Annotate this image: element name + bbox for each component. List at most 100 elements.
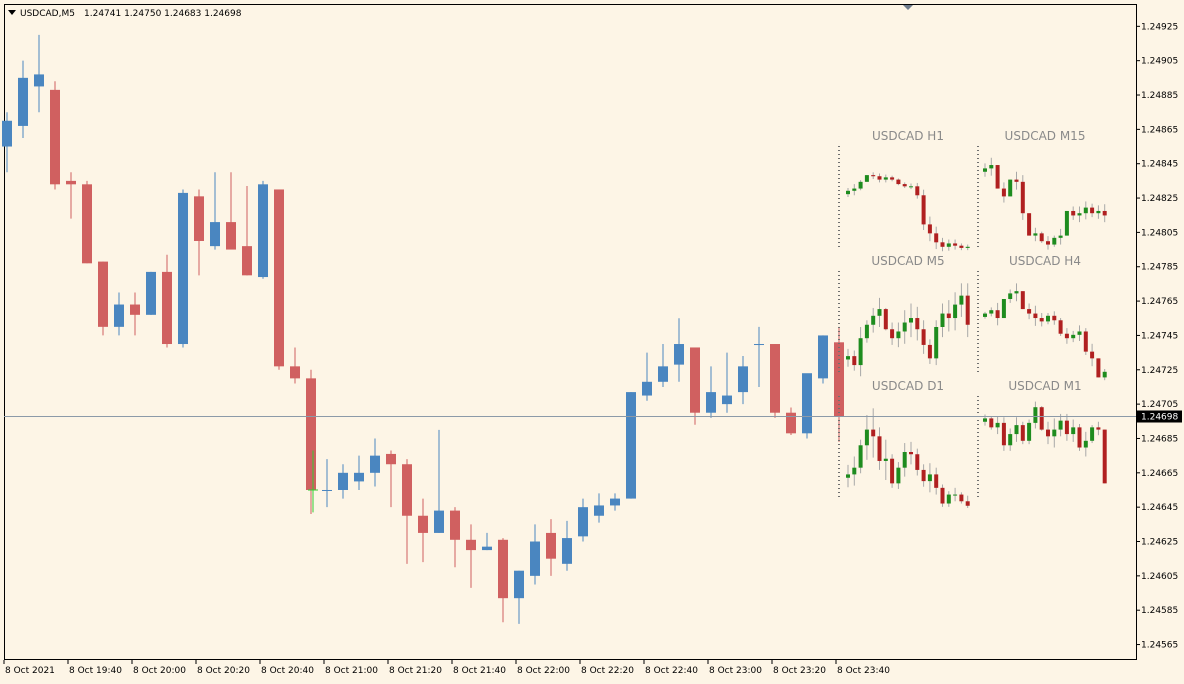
mini-candle [846, 464, 850, 488]
mini-chart: USDCAD M5 [838, 254, 970, 377]
mini-scale-dot [977, 166, 979, 167]
mini-scale-dot [838, 420, 840, 421]
mini-candle [877, 173, 882, 183]
mini-candle [896, 322, 901, 348]
mini-chart: USDCAD H4 [977, 254, 1107, 381]
mini-scale-dot [977, 464, 979, 465]
candle-body [706, 392, 716, 413]
mini-candle [858, 327, 863, 377]
mini-scale-dot [838, 279, 840, 280]
mini-scale-dot [977, 198, 979, 199]
mini-candle-body [852, 356, 857, 366]
mini-scale-dot [977, 190, 979, 191]
candle-body [338, 472, 348, 490]
mini-candle-body [983, 418, 987, 422]
mini-candle [989, 157, 994, 176]
mini-candle [864, 415, 869, 460]
mini-candle-body [1058, 320, 1063, 334]
mini-candle-body [1020, 425, 1025, 441]
mini-candle [1090, 425, 1095, 444]
y-tick-label: 1.24785 [1141, 263, 1178, 273]
mini-scale-dot [977, 210, 979, 211]
y-tick-label: 1.24585 [1141, 606, 1178, 616]
mini-scale-dot [977, 178, 979, 179]
y-tick-label: 1.24885 [1141, 91, 1178, 101]
mini-candle-body [953, 304, 958, 319]
candle [98, 261, 108, 336]
candle [498, 538, 508, 623]
mini-scale-dot [977, 440, 979, 441]
mini-scale-dot [838, 432, 840, 433]
mini-scale-dot [838, 271, 840, 272]
mini-scale-dot [838, 496, 840, 497]
mini-scale-dot [838, 226, 840, 227]
mini-candle-body [871, 429, 876, 437]
chart-shift-marker-icon[interactable] [903, 5, 913, 10]
mini-candle [1102, 429, 1107, 484]
mini-candle [1001, 417, 1006, 451]
mini-candle [902, 443, 907, 477]
mini-candle [890, 322, 895, 345]
mini-scale-dot [977, 404, 979, 405]
mini-candle-body [1052, 237, 1057, 245]
mini-candle-body [915, 454, 920, 470]
mini-candle-body [1090, 427, 1095, 441]
mini-scale-dot [977, 238, 979, 239]
mini-scale-dot [838, 299, 840, 300]
mini-candle-body [934, 233, 939, 243]
candle-body [754, 344, 764, 346]
candle [114, 292, 124, 336]
mini-candle [1064, 413, 1069, 441]
mini-candle [1071, 206, 1076, 220]
mini-scale-dot [838, 158, 840, 159]
mini-candle [1020, 421, 1025, 445]
mini-candle-body [902, 322, 907, 332]
mini-candle-body [1039, 233, 1044, 242]
mini-scale-dot [838, 400, 840, 401]
y-tick-label: 1.24565 [1141, 641, 1178, 651]
mini-scale-dot [977, 428, 979, 429]
candle [258, 180, 268, 279]
mini-scale-dot [838, 359, 840, 360]
candle-body [2, 120, 12, 147]
mini-candle-body [896, 467, 901, 484]
mini-scale-dot [977, 488, 979, 489]
mini-candle-body [940, 487, 945, 504]
candle-body [66, 180, 76, 185]
mini-candle-body [959, 245, 964, 248]
chart-header[interactable]: USDCAD,M5 1.24741 1.24750 1.24683 1.2469… [8, 9, 242, 19]
x-tick-label: 8 Oct 22:20 [581, 666, 634, 676]
mini-scale-dot [977, 359, 979, 360]
mini-candle [1090, 343, 1095, 367]
mini-candle [890, 175, 895, 182]
mini-candle-body [1071, 427, 1076, 435]
mini-candle [959, 283, 964, 317]
mini-candle-body [915, 318, 920, 330]
y-tick-label: 1.24825 [1141, 194, 1178, 204]
mini-candle-body [1008, 434, 1013, 446]
mini-scale-dot [838, 488, 840, 489]
candle [594, 493, 604, 523]
mini-scale-dot [977, 448, 979, 449]
candle-body [354, 472, 364, 482]
mini-candle [902, 182, 907, 188]
y-axis: 1.24925 1.24905 1.24885 1.24865 1.24845 1.248… [1136, 22, 1178, 651]
mini-candle [1102, 204, 1107, 223]
mini-candle [1052, 235, 1057, 247]
mini-scale-dot [977, 299, 979, 300]
mini-candle [1039, 406, 1044, 431]
mini-candle-body [902, 184, 907, 187]
x-tick-label: 8 Oct 2021 [5, 666, 55, 676]
mini-candle-body [1102, 429, 1107, 484]
mini-candle-body [1001, 299, 1006, 319]
candle [82, 180, 92, 264]
dropdown-arrow-icon[interactable] [8, 10, 16, 15]
mini-candle-body [995, 422, 1000, 428]
mini-scale-dot [838, 347, 840, 348]
mini-scale-dot [838, 404, 840, 405]
y-tick-label: 1.24925 [1141, 22, 1178, 32]
candle [466, 524, 476, 588]
mini-candle-body [921, 469, 926, 482]
mini-chart-title: USDCAD H4 [1009, 254, 1081, 268]
